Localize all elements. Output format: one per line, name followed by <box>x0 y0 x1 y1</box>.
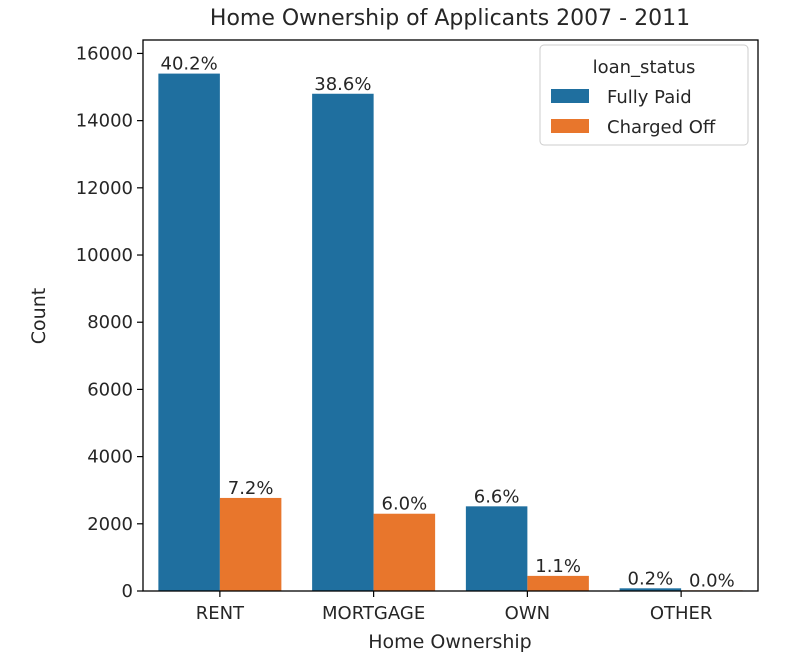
legend-swatch-charged-off <box>551 119 589 133</box>
bar-rent-charged-off <box>219 497 282 591</box>
legend: loan_status Fully Paid Charged Off <box>539 44 749 146</box>
bar-label-rent-charged-off: 7.2% <box>228 478 274 499</box>
legend-title: loan_status <box>593 57 696 78</box>
bar-labels: 40.2% 7.2% 38.6% 6.0% 6.6% 1.1% 0.2% 0.0% <box>161 54 735 592</box>
chart-title: Home Ownership of Applicants 2007 - 2011 <box>210 6 690 31</box>
bar-label-other-charged-off: 0.0% <box>689 570 735 591</box>
bar-label-rent-fully-paid: 40.2% <box>161 54 218 75</box>
bar-label-own-fully-paid: 6.6% <box>474 486 520 507</box>
y-tick-label: 8000 <box>87 312 133 333</box>
x-tick-label-rent: RENT <box>196 603 245 624</box>
bar-label-own-charged-off: 1.1% <box>535 556 581 577</box>
x-tick-label-other: OTHER <box>650 603 713 624</box>
y-tick-label: 0 <box>122 581 133 602</box>
bar-own-charged-off <box>527 575 589 591</box>
bar-label-mortgage-fully-paid: 38.6% <box>314 74 371 95</box>
bar-label-mortgage-charged-off: 6.0% <box>382 494 428 515</box>
y-axis-label: Count <box>28 288 50 344</box>
y-tick-label: 6000 <box>87 379 133 400</box>
legend-label-fully-paid: Fully Paid <box>607 87 692 108</box>
bar-own-fully-paid <box>465 506 528 591</box>
bar-label-other-fully-paid: 0.2% <box>628 568 674 589</box>
bar-other-fully-paid <box>619 588 682 591</box>
y-tick-label: 10000 <box>76 245 133 266</box>
x-axis-label: Home Ownership <box>368 631 531 653</box>
y-tick-label: 16000 <box>76 43 133 64</box>
y-axis: 0 2000 4000 6000 8000 10000 12000 14000 16000 <box>76 43 143 602</box>
plot-area: 40.2% 7.2% 38.6% 6.0% 6.6% 1.1% 0.2% 0.0% 0 2000… <box>76 39 759 624</box>
y-tick-label: 4000 <box>87 447 133 468</box>
x-tick-label-mortgage: MORTGAGE <box>322 603 425 624</box>
y-tick-label: 12000 <box>76 178 133 199</box>
y-tick-label: 14000 <box>76 111 133 132</box>
bar-rent-fully-paid <box>158 73 220 592</box>
bar-mortgage-charged-off <box>373 513 436 591</box>
legend-box <box>539 44 749 146</box>
plot-frame <box>142 39 759 592</box>
legend-label-charged-off: Charged Off <box>607 117 716 138</box>
legend-swatch-fully-paid <box>551 89 589 103</box>
bars <box>158 73 743 592</box>
x-axis: RENT MORTGAGE OWN OTHER <box>196 591 713 624</box>
y-tick-label: 2000 <box>87 514 133 535</box>
x-tick-label-own: OWN <box>505 603 550 624</box>
bar-mortgage-fully-paid <box>312 93 374 591</box>
